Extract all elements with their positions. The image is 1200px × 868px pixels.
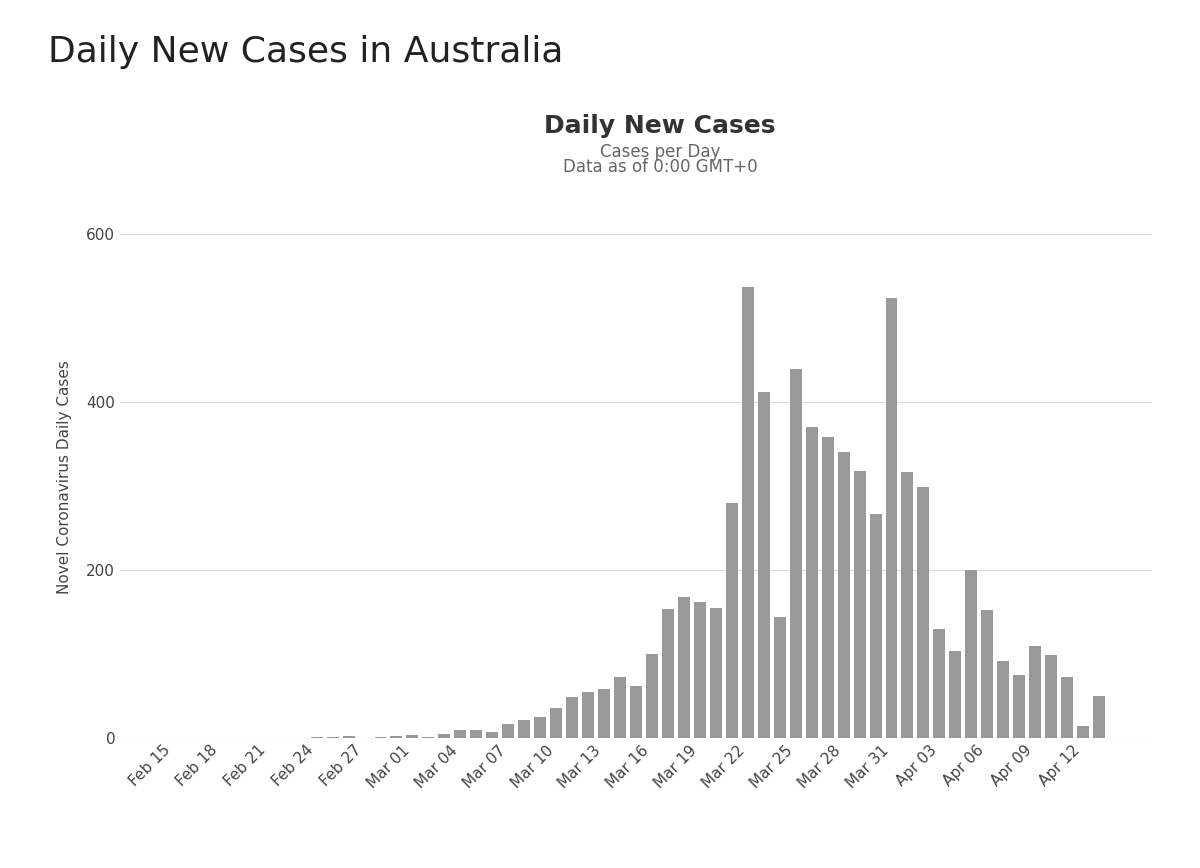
- Bar: [1030, 647, 1042, 738]
- Bar: [550, 708, 562, 738]
- Bar: [886, 299, 898, 738]
- Bar: [949, 651, 961, 738]
- Bar: [838, 452, 850, 738]
- Bar: [757, 391, 769, 738]
- Bar: [1061, 677, 1073, 738]
- Bar: [901, 472, 913, 738]
- Bar: [1045, 654, 1057, 738]
- Bar: [694, 602, 706, 738]
- Bar: [774, 617, 786, 738]
- Text: Cases per Day: Cases per Day: [600, 143, 720, 161]
- Bar: [822, 437, 834, 738]
- Bar: [598, 689, 610, 738]
- Bar: [742, 286, 754, 738]
- Bar: [982, 610, 994, 738]
- Bar: [646, 654, 658, 738]
- Bar: [342, 736, 354, 738]
- Bar: [486, 732, 498, 738]
- Y-axis label: Novel Coronavirus Daily Cases: Novel Coronavirus Daily Cases: [58, 360, 72, 595]
- Bar: [662, 609, 674, 738]
- Bar: [790, 369, 802, 738]
- Bar: [965, 569, 977, 738]
- Bar: [534, 717, 546, 738]
- Bar: [518, 720, 530, 738]
- Bar: [455, 730, 467, 738]
- Bar: [407, 735, 419, 738]
- Bar: [438, 733, 450, 738]
- Bar: [805, 427, 817, 738]
- Bar: [918, 488, 930, 738]
- Bar: [997, 661, 1009, 738]
- Bar: [614, 677, 626, 738]
- Text: Data as of 0:00 GMT+0: Data as of 0:00 GMT+0: [563, 158, 757, 175]
- Bar: [726, 503, 738, 738]
- Bar: [390, 736, 402, 738]
- Bar: [566, 698, 578, 738]
- Bar: [1093, 696, 1105, 738]
- Bar: [1013, 674, 1025, 738]
- Bar: [503, 724, 515, 738]
- Bar: [630, 686, 642, 738]
- Text: Daily New Cases in Australia: Daily New Cases in Australia: [48, 35, 563, 69]
- Bar: [678, 596, 690, 738]
- Bar: [710, 608, 722, 738]
- Bar: [870, 515, 882, 738]
- Bar: [582, 692, 594, 738]
- Bar: [470, 730, 482, 738]
- Bar: [853, 470, 865, 738]
- Bar: [934, 628, 946, 738]
- Bar: [1078, 726, 1090, 738]
- Text: Daily New Cases: Daily New Cases: [545, 114, 775, 138]
